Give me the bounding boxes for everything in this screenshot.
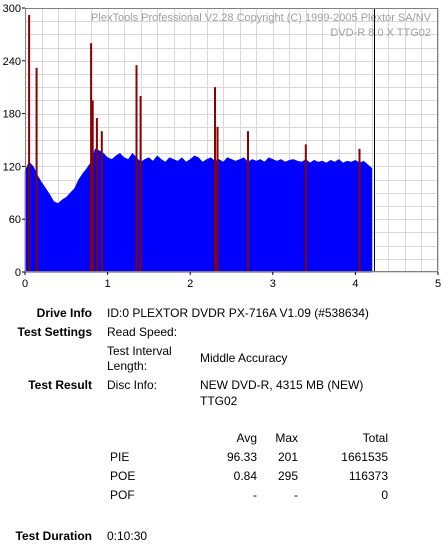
test-result-label: Test Result <box>28 378 92 392</box>
interval-value: Middle Accuracy <box>200 351 288 365</box>
read-speed-label: Read Speed: <box>107 325 178 339</box>
results-row-avg: 0.84 <box>233 469 257 483</box>
results-row-total: 1661535 <box>341 450 388 464</box>
spike-bar <box>358 148 361 272</box>
x-tick-label: 3 <box>270 278 276 290</box>
chart-title: PlexTools Professional V2.28 Copyright (… <box>91 12 432 24</box>
disc-info-value-line2: TTG02 <box>200 394 238 408</box>
spike-bar <box>214 87 216 272</box>
spike-bar <box>28 15 31 272</box>
test-duration-value: 0:10:30 <box>107 529 148 543</box>
y-tick-label: 60 <box>9 214 21 226</box>
y-tick-label: 240 <box>3 56 21 68</box>
spike-bar <box>139 96 142 272</box>
results-header-total: Total <box>362 431 388 445</box>
spike-bar <box>90 43 93 273</box>
results-row-max: 201 <box>277 450 298 464</box>
disc-info-label: Disc Info: <box>107 378 158 392</box>
spike-bar <box>100 131 103 272</box>
x-tick-label: 0 <box>22 278 28 290</box>
chart: PlexTools Professional V2.28 Copyright (… <box>3 3 441 290</box>
y-tick-label: 0 <box>15 267 21 279</box>
test-settings-label: Test Settings <box>17 325 92 339</box>
spike-bar <box>35 67 38 272</box>
x-tick-label: 5 <box>435 278 441 290</box>
results-row-name: POE <box>110 469 136 483</box>
pie-series-area <box>24 148 373 273</box>
x-tick-label: 1 <box>105 278 111 290</box>
spike-bar <box>91 100 94 273</box>
drive-info-label: Drive Info <box>36 306 92 320</box>
disc-info-value: NEW DVD-R, 4315 MB (NEW) <box>200 378 364 392</box>
results-header-avg: Avg <box>236 431 257 445</box>
results-row-name: POF <box>110 488 135 502</box>
results-row-max: - <box>294 488 298 502</box>
interval-label-line1: Test Interval <box>107 344 172 358</box>
interval-label-line2: Length: <box>107 359 148 373</box>
spike-bar <box>135 65 138 272</box>
test-duration-label: Test Duration <box>15 529 92 543</box>
y-tick-label: 180 <box>3 109 21 121</box>
chart-subtitle: DVD-R 8.0 X TTG02 <box>330 27 431 39</box>
y-tick-label: 120 <box>3 161 21 173</box>
results-row-avg: 96.33 <box>226 450 257 464</box>
drive-info-value: ID:0 PLEXTOR DVDR PX-716A V1.09 (#538634… <box>107 306 369 320</box>
results-row-total: 0 <box>381 488 388 502</box>
spike-bar <box>95 118 98 272</box>
spike-bar <box>216 126 219 272</box>
results-row-name: PIE <box>110 450 130 464</box>
x-tick-label: 4 <box>352 278 358 290</box>
results-row-avg: - <box>253 488 257 502</box>
results-row-max: 295 <box>277 469 298 483</box>
results-row-total: 116373 <box>348 469 388 483</box>
x-tick-label: 2 <box>187 278 193 290</box>
spike-bar <box>304 144 307 272</box>
plot-frame <box>25 8 438 272</box>
y-tick-label: 300 <box>3 3 21 15</box>
results-header-max: Max <box>275 431 298 445</box>
spike-bar <box>247 131 249 272</box>
